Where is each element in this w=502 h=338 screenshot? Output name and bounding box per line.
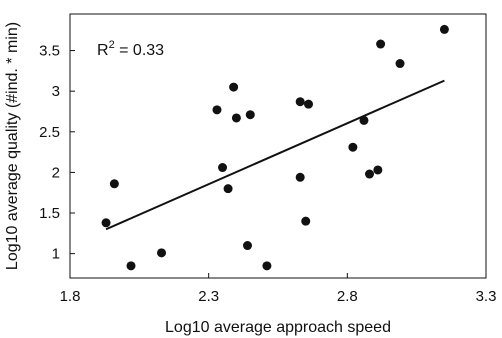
data-point (218, 163, 228, 173)
data-point (223, 184, 233, 194)
x-axis-label: Log10 average approach speed (165, 319, 391, 336)
y-tick-label: 3 (52, 83, 60, 100)
data-point (101, 218, 111, 228)
data-point (245, 110, 255, 120)
x-tick-label: 1.8 (60, 288, 81, 305)
data-point (262, 261, 272, 271)
data-point (348, 142, 358, 152)
y-tick-label: 2 (52, 164, 60, 181)
data-point (301, 216, 311, 226)
data-point (295, 172, 305, 182)
regression-line (105, 79, 445, 231)
data-point (157, 248, 167, 258)
data-point (231, 113, 241, 123)
r2-prefix: R (97, 42, 109, 59)
data-point (242, 241, 252, 251)
y-tick-label: 2.5 (39, 124, 60, 141)
data-point (376, 39, 386, 49)
x-axis-ticks: 1.8 2.3 2.8 3.3 (60, 273, 497, 305)
y-axis-label: Log10 average quality (#ind. * min) (4, 22, 21, 270)
data-point (304, 99, 314, 109)
plot-area-frame (69, 13, 487, 279)
y-tick-label: 1 (52, 246, 60, 263)
x-tick-label: 2.3 (198, 288, 219, 305)
data-point (295, 97, 305, 107)
y-tick-label: 3.5 (39, 43, 60, 60)
data-point (359, 115, 369, 125)
y-axis-ticks: 1 1.5 2 2.5 3 3.5 (39, 43, 75, 263)
data-point (365, 169, 375, 179)
x-tick-label: 2.8 (337, 288, 358, 305)
r2-superscript: 2 (109, 39, 115, 51)
data-point (109, 179, 119, 189)
r2-value: = 0.33 (115, 42, 164, 59)
data-point (439, 24, 449, 34)
data-point (395, 59, 405, 69)
data-point (126, 261, 136, 271)
data-point (373, 165, 383, 175)
y-tick-label: 1.5 (39, 205, 60, 222)
data-point (229, 82, 239, 92)
r-squared-annotation: R2 = 0.33 (97, 39, 164, 59)
data-points (101, 24, 449, 271)
x-tick-label: 3.3 (476, 288, 497, 305)
data-point (212, 105, 222, 115)
